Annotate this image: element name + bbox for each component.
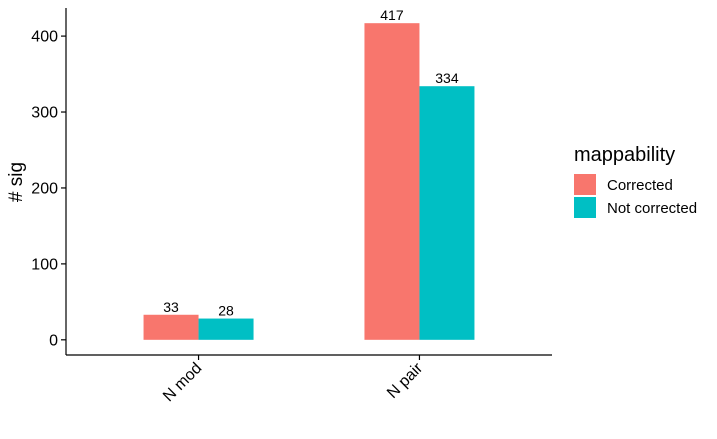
- y-tick-label: 0: [49, 332, 58, 349]
- y-axis-title: # sig: [6, 162, 27, 202]
- legend-swatch: [574, 197, 596, 218]
- bar: [143, 314, 199, 340]
- y-tick-label: 400: [31, 29, 58, 46]
- y-axis-ticks: 0 100 200 300 400: [31, 29, 66, 349]
- bar: [364, 23, 420, 340]
- x-tick-label: N pair: [384, 359, 427, 402]
- bar: [198, 318, 254, 340]
- data-label: 28: [218, 303, 234, 319]
- x-axis-ticks: N mod N pair: [160, 355, 427, 405]
- data-label: 33: [163, 299, 179, 315]
- y-tick-label: 300: [31, 105, 58, 122]
- plot-area: 33 28 417 334: [143, 7, 475, 340]
- y-tick-label: 100: [31, 256, 58, 273]
- bar: [419, 86, 475, 340]
- legend-swatch: [574, 174, 596, 195]
- legend-label: Corrected: [607, 177, 673, 194]
- x-tick-label: N mod: [160, 360, 205, 405]
- legend-label: Not corrected: [607, 200, 697, 217]
- y-tick-label: 200: [31, 180, 58, 197]
- data-label: 417: [380, 7, 404, 23]
- data-label: 334: [435, 70, 459, 86]
- legend: mappability Corrected Not corrected: [574, 144, 697, 218]
- legend-title: mappability: [574, 144, 675, 166]
